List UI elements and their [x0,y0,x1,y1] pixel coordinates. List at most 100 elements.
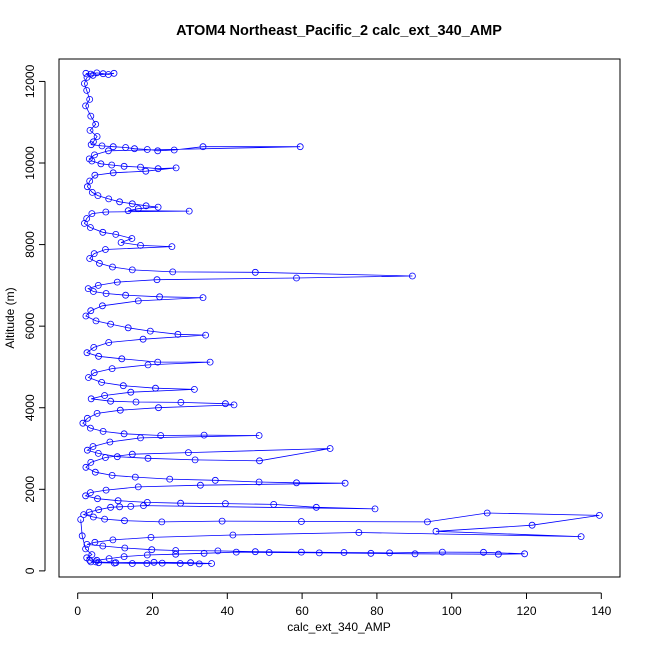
data-point [87,558,95,566]
data-point [255,478,263,486]
data-point [90,369,98,377]
data-point [102,290,110,297]
data-point [102,208,110,216]
data-point [137,163,144,171]
data-point [147,534,155,541]
data-point [109,143,117,151]
data-point [93,409,101,417]
x-tick-label: 60 [295,604,309,618]
data-point [128,200,136,208]
data-point [596,512,603,519]
data-point [155,404,162,412]
x-axis-label: calc_ext_340_AMP [287,620,390,634]
data-point [108,161,116,169]
data-point [95,506,102,514]
data-point [107,503,114,511]
data-point [81,80,88,87]
data-point [202,331,210,339]
data-point [140,502,147,510]
data-point [137,241,144,249]
y-tick-label: 2000 [23,476,37,503]
plot-frame [58,58,621,578]
data-point [88,157,96,165]
data-point [408,272,416,280]
data-point [90,288,97,295]
data-point [132,398,140,406]
data-point [122,144,129,151]
data-point [367,549,375,557]
data-point [211,476,219,484]
data-point [94,495,101,503]
chart-title: ATOM4 Northeast_Pacific_2 calc_ext_340_A… [176,23,502,39]
data-point [84,446,91,454]
data-point [118,355,126,363]
data-point [102,454,109,461]
data-point [86,177,94,185]
x-tick-label: 120 [516,604,536,618]
data-point [101,515,108,523]
x-tick-label: 20 [146,604,160,618]
data-point [84,183,91,191]
data-point [190,385,198,393]
data-point [154,203,162,211]
data-point [86,255,94,262]
data-point [94,192,102,200]
data-point [82,102,89,110]
data-point [158,518,166,526]
data-point [187,559,195,567]
data-point [121,517,128,525]
data-point [214,547,222,555]
data-point [86,96,94,103]
data-point [82,545,89,553]
data-point [83,349,91,357]
data-point [131,145,138,153]
data-point [120,162,128,170]
data-point [120,430,128,438]
data-point [153,276,161,284]
data-point [127,502,135,510]
data-point [251,268,259,276]
data-point [83,554,91,562]
data-point [83,541,91,548]
data-point [90,343,98,351]
data-point [143,551,151,559]
data-point [93,133,101,140]
data-point [99,542,107,550]
data-point [117,239,125,246]
data-point [293,274,300,282]
data-point [96,259,103,267]
data-point [341,479,349,487]
data-point [91,538,99,546]
data-point [99,427,107,435]
data-point [232,548,240,556]
data-point [296,143,304,151]
data-point [87,112,95,120]
data-point [128,560,136,567]
data-point [423,518,431,526]
data-point [78,532,86,540]
data-point [95,559,102,567]
data-point [134,205,142,213]
data-point [105,195,113,203]
data-point [113,278,121,286]
y-axis-label: Altitude (m) [3,287,17,348]
x-tick-label: 0 [74,604,81,618]
data-point [137,434,144,442]
data-point [166,475,174,483]
data-point [102,486,110,494]
data-point [371,505,379,513]
series-line [80,72,600,565]
data-point [84,414,91,422]
data-point [82,69,90,77]
data-point [315,549,323,557]
data-point [120,553,128,560]
data-point [577,533,585,540]
data-point [109,536,117,544]
data-point [110,69,118,77]
data-point [109,263,116,271]
data-point [144,454,152,462]
data-point [87,307,95,315]
data-point [206,358,214,366]
data-point [128,235,136,242]
